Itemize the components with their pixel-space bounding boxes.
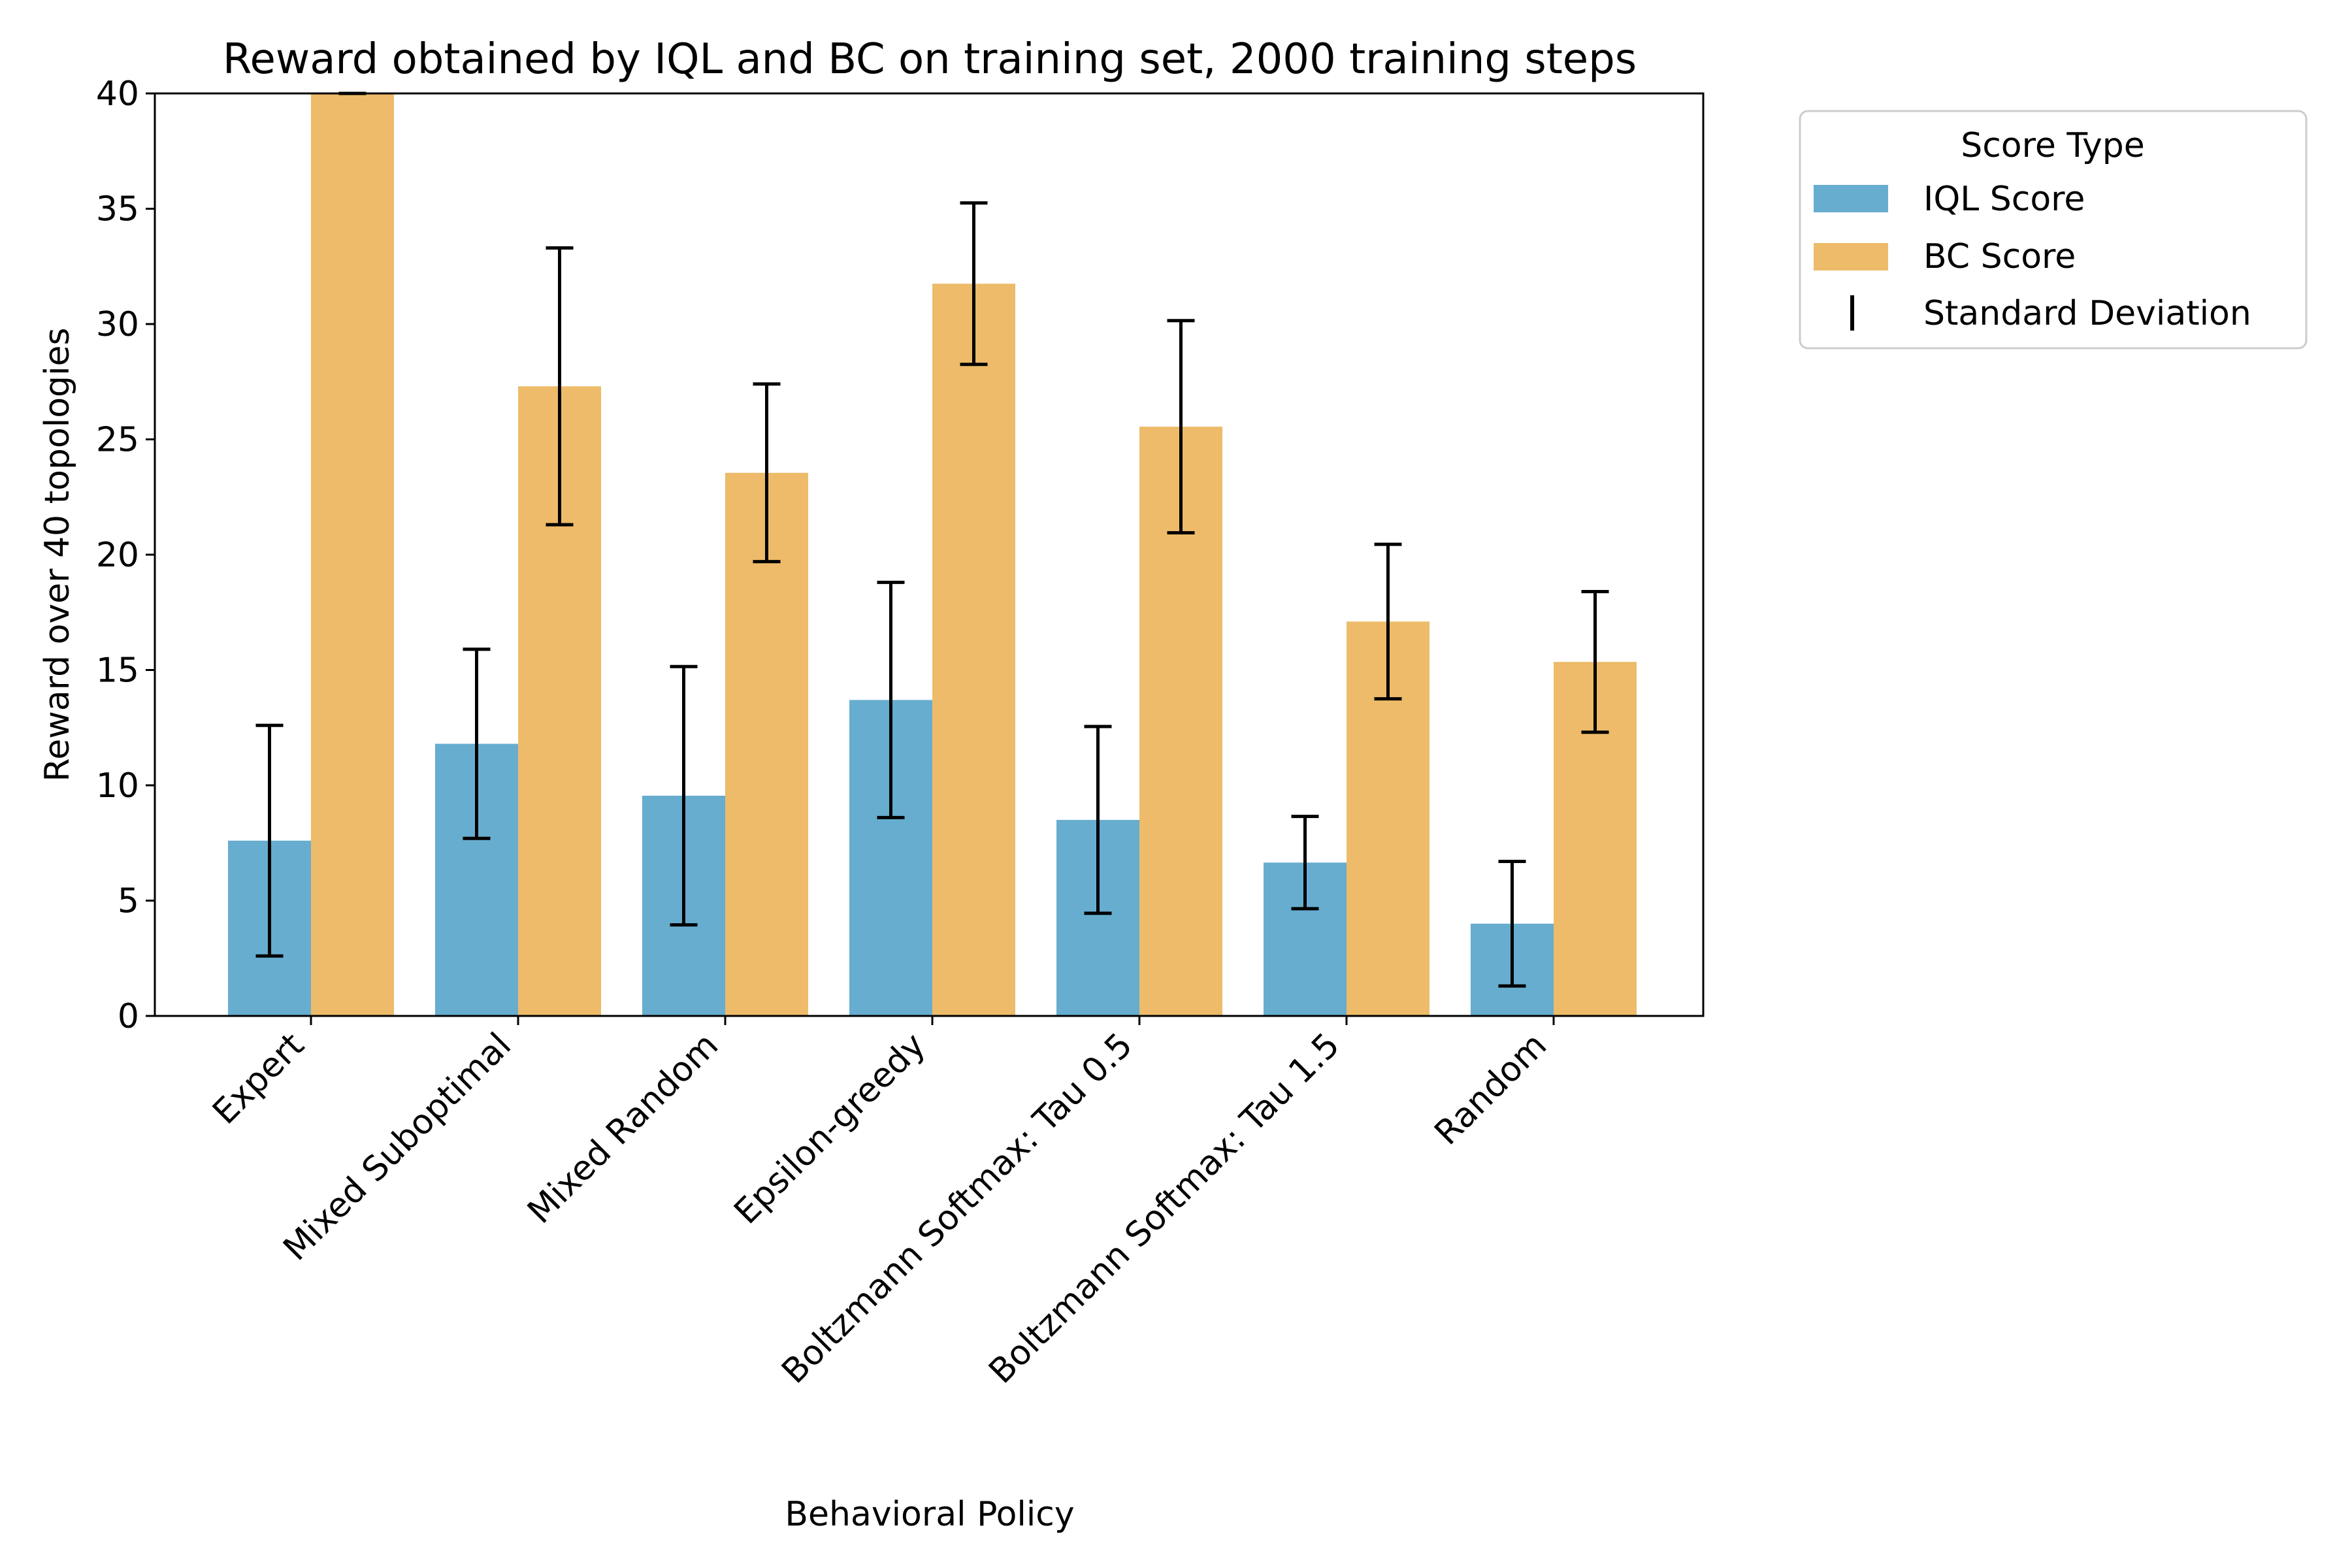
y-axis: 0 5 10 15 20 25 30 35 40 — [96, 74, 155, 1036]
errorbar-bc-score-epsilon-greedy — [960, 201, 988, 367]
x-tick-label-random: Random — [1428, 1026, 1555, 1153]
legend-swatch-bc — [1814, 243, 1888, 270]
errorbar-iql-score-mixed-suboptimal — [463, 647, 491, 840]
y-tick-label: 20 — [96, 536, 139, 575]
y-tick-label: 5 — [118, 882, 139, 921]
x-tick-label-mixed-suboptimal: Mixed Suboptimal — [276, 1026, 519, 1269]
y-axis-label: Reward over 40 topologies — [38, 327, 77, 781]
errorbar-iql-score-random — [1498, 859, 1526, 988]
errorbar-iql-score-mixed-random — [670, 664, 698, 927]
errorbar-bc-score-boltzmann-softmax-tau-1-5 — [1374, 542, 1402, 701]
y-tick-label: 35 — [96, 190, 139, 229]
errorbar-bc-score-mixed-random — [753, 382, 781, 564]
legend-label-std: Standard Deviation — [1923, 294, 2251, 333]
x-axis-label: Behavioral Policy — [785, 1495, 1074, 1534]
y-tick-label: 40 — [96, 74, 139, 114]
legend-label-iql: IQL Score — [1923, 180, 2085, 219]
legend-swatch-iql — [1814, 185, 1888, 212]
bar-bc-score-mixed-random — [725, 472, 808, 1016]
errorbar-bc-score-mixed-suboptimal — [546, 246, 574, 527]
errorbar-bc-score-boltzmann-softmax-tau-0-5 — [1167, 319, 1195, 534]
y-tick-label: 15 — [96, 651, 139, 691]
legend: Score Type IQL Score BC Score Standard D… — [1799, 110, 2308, 350]
bar-bc-score-epsilon-greedy — [932, 284, 1015, 1017]
bar-bc-score-expert — [311, 93, 394, 1016]
y-tick-label: 10 — [96, 766, 139, 806]
x-tick-label-boltzmann-softmax-tau-0-5: Boltzmann Softmax: Tau 0.5 — [774, 1026, 1140, 1392]
legend-label-bc: BC Score — [1923, 237, 2076, 276]
y-tick-label: 0 — [118, 997, 139, 1036]
x-tick-label-boltzmann-softmax-tau-1-5: Boltzmann Softmax: Tau 1.5 — [981, 1026, 1347, 1392]
x-tick-label-expert: Expert — [205, 1026, 312, 1132]
legend-title: Score Type — [1961, 126, 2145, 165]
errorbar-iql-score-boltzmann-softmax-tau-0-5 — [1084, 725, 1112, 915]
y-tick-label: 25 — [96, 421, 139, 460]
errorbar-iql-score-boltzmann-softmax-tau-1-5 — [1291, 815, 1319, 911]
errorbar-iql-score-epsilon-greedy — [877, 580, 905, 819]
chart-title: Reward obtained by IQL and BC on trainin… — [223, 35, 1637, 84]
bars — [228, 93, 1637, 1017]
x-tick-label-epsilon-greedy: Epsilon-greedy — [727, 1026, 934, 1232]
error-bars — [255, 91, 1609, 988]
x-tick-label-mixed-random: Mixed Random — [520, 1026, 726, 1232]
legend-frame — [1799, 110, 2308, 350]
errorbar-bc-score-random — [1581, 589, 1609, 734]
errorbar-iql-score-expert — [255, 723, 284, 958]
y-tick-label: 30 — [96, 305, 139, 344]
